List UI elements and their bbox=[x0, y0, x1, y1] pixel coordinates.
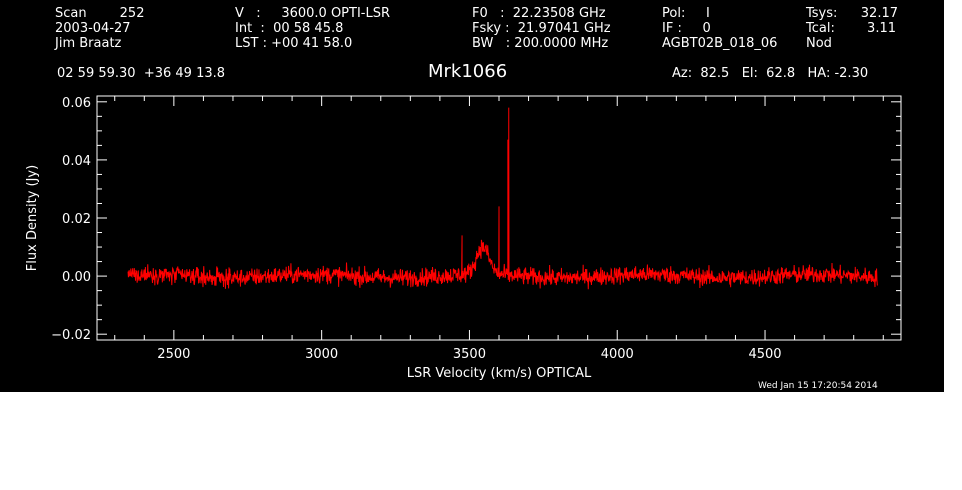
x-tick-label: 2500 bbox=[157, 347, 190, 362]
object-title: Mrk1066 bbox=[428, 61, 508, 82]
tcal-label: Tcal: bbox=[806, 21, 835, 36]
polarization-label: Pol: I bbox=[662, 6, 710, 21]
timestamp-label: Wed Jan 15 17:20:54 2014 bbox=[758, 381, 878, 391]
tcal-value: 3.11 bbox=[867, 21, 896, 36]
project-label: AGBT02B_018_06 bbox=[662, 36, 778, 51]
procedure-label: Nod bbox=[806, 36, 832, 51]
bandwidth-label: BW : 200.0000 MHz bbox=[472, 36, 609, 51]
spectrum-chart: 2500 3000 3500 4000 4500 −0.02 0.00 0.02 0.04 0.0… bbox=[25, 95, 902, 381]
x-tick-label: 4500 bbox=[748, 347, 781, 362]
y-tick-label: 0.00 bbox=[62, 270, 91, 285]
azel-label: Az: 82.5 El: 62.8 HA: -2.30 bbox=[672, 66, 869, 81]
integration-label: Int : 00 58 45.8 bbox=[235, 21, 344, 36]
tsys-label: Tsys: bbox=[806, 6, 838, 21]
x-tick-label: 3000 bbox=[305, 347, 338, 362]
y-tick-label: 0.02 bbox=[62, 212, 91, 227]
y-tick-label: −0.02 bbox=[51, 328, 91, 343]
spectrum-trace bbox=[127, 107, 878, 290]
rest-frequency-label: F0 : 22.23508 GHz bbox=[472, 6, 606, 21]
lst-label: LST : +00 41 58.0 bbox=[235, 36, 353, 51]
sky-frequency-label: Fsky : 21.97041 GHz bbox=[472, 21, 611, 36]
x-tick-label: 3500 bbox=[453, 347, 486, 362]
plot-panel bbox=[0, 0, 944, 392]
y-tick-label: 0.06 bbox=[62, 96, 91, 111]
date-label: 2003-04-27 bbox=[55, 21, 131, 36]
if-label: IF : 0 bbox=[662, 21, 711, 36]
observer-label: Jim Braatz bbox=[55, 36, 122, 51]
scan-label: Scan 252 bbox=[55, 6, 145, 21]
coordinates-label: 02 59 59.30 +36 49 13.8 bbox=[57, 66, 226, 81]
velocity-label: V : 3600.0 OPTI-LSR bbox=[235, 6, 391, 21]
x-axis-label: LSR Velocity (km/s) OPTICAL bbox=[407, 366, 592, 381]
tsys-value: 32.17 bbox=[860, 6, 898, 21]
x-tick-label: 4000 bbox=[601, 347, 634, 362]
y-tick-label: 0.04 bbox=[62, 154, 91, 169]
y-axis-label: Flux Density (Jy) bbox=[25, 165, 40, 271]
